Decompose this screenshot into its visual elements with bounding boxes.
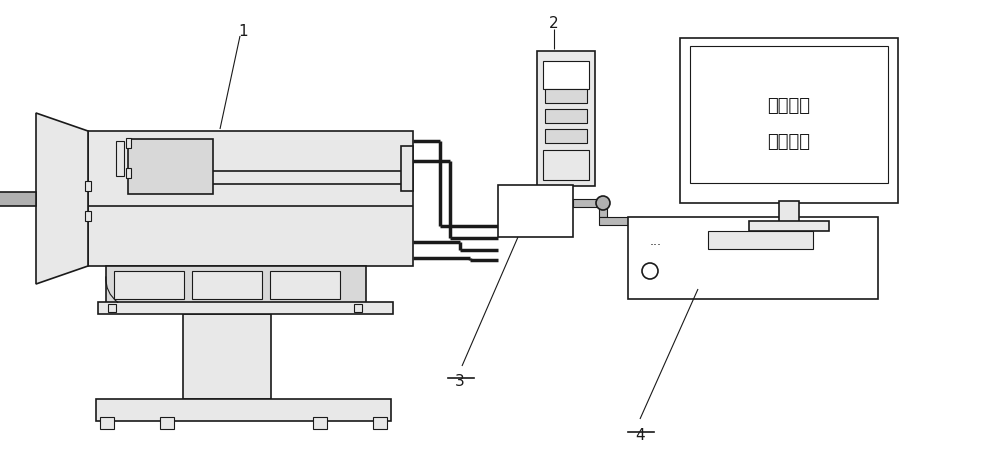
Bar <box>545 130 587 144</box>
Text: 数据采集: 数据采集 <box>768 96 810 114</box>
Bar <box>313 417 327 429</box>
Bar <box>192 272 262 299</box>
Bar <box>160 417 174 429</box>
Bar <box>749 221 829 231</box>
Circle shape <box>596 197 610 211</box>
Bar <box>401 147 413 192</box>
Bar <box>100 417 114 429</box>
Bar <box>373 417 387 429</box>
Bar <box>628 217 878 299</box>
Bar <box>545 110 587 124</box>
Text: 控制系统: 控制系统 <box>768 132 810 150</box>
Bar <box>690 47 888 184</box>
Bar <box>708 231 813 249</box>
Polygon shape <box>599 203 607 217</box>
Bar <box>126 139 131 149</box>
Text: 3: 3 <box>455 373 465 388</box>
Text: ...: ... <box>650 235 662 248</box>
Bar <box>106 267 366 304</box>
Bar <box>126 169 131 179</box>
Bar <box>680 39 898 203</box>
Bar <box>543 62 589 90</box>
Bar <box>88 132 413 267</box>
Bar <box>85 211 91 221</box>
Text: 2: 2 <box>549 17 559 32</box>
Bar <box>543 151 589 180</box>
Bar <box>537 52 595 187</box>
Polygon shape <box>0 192 36 206</box>
Text: 4: 4 <box>635 427 645 442</box>
Text: 1: 1 <box>238 24 248 39</box>
Bar <box>545 90 587 104</box>
Bar <box>498 186 573 238</box>
Bar <box>354 304 362 312</box>
Polygon shape <box>573 199 603 207</box>
Circle shape <box>642 263 658 279</box>
Polygon shape <box>599 217 643 226</box>
Bar <box>108 304 116 312</box>
Bar <box>183 314 271 399</box>
Polygon shape <box>36 114 88 285</box>
Bar <box>270 272 340 299</box>
Bar <box>116 142 124 177</box>
Bar <box>128 140 213 194</box>
Bar <box>779 202 799 224</box>
Bar <box>98 302 393 314</box>
Bar <box>96 399 391 421</box>
Bar <box>85 181 91 191</box>
Bar <box>114 272 184 299</box>
